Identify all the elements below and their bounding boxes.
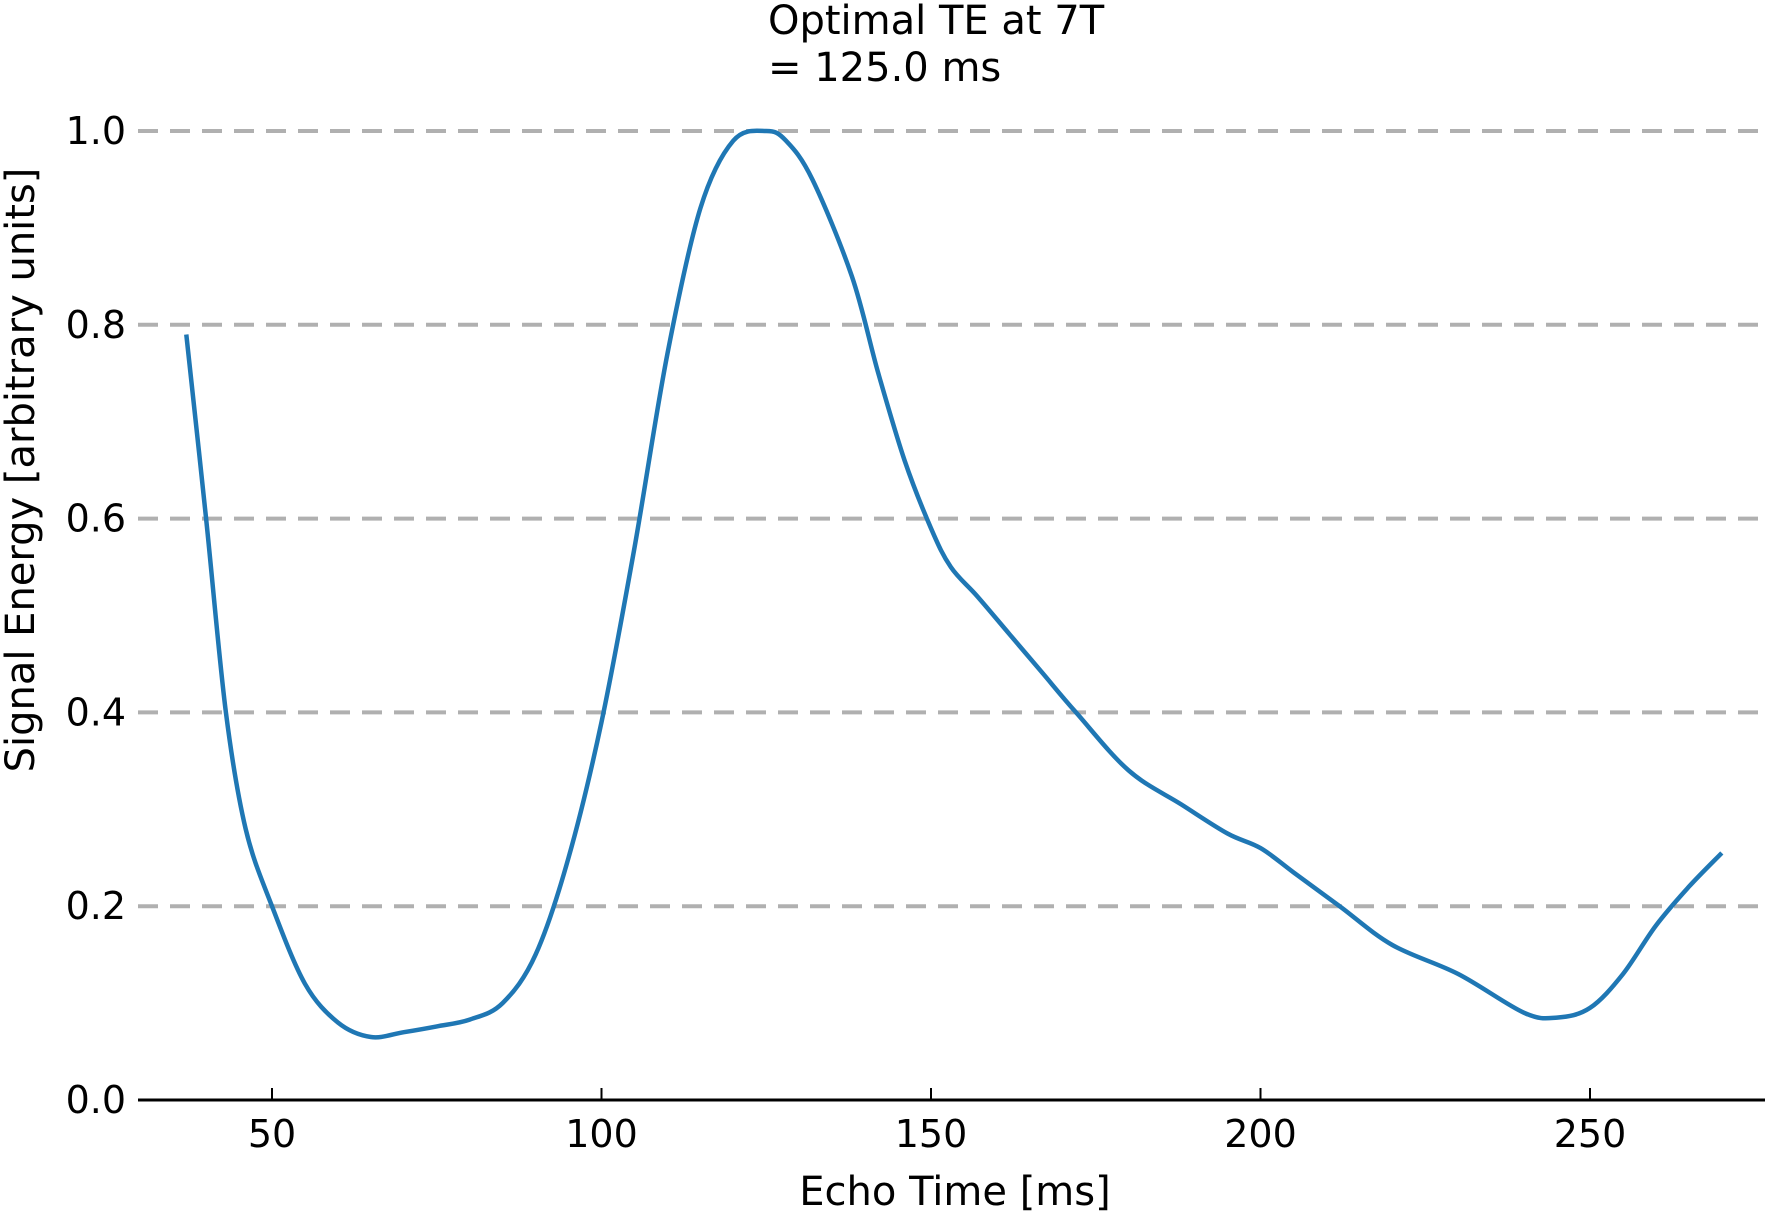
y-tick-label-0: 0.0: [66, 1078, 126, 1122]
y-tick-label-5: 1.0: [66, 109, 126, 153]
labels: Optimal TE at 7T = 125.0 ms Echo Time [ms…: [0, 0, 1111, 1211]
x-tick-label-4: 250: [1554, 1112, 1627, 1156]
axes: 50 100 150 200 250 0.0 0.2 0.4 0.6 0.8 1.0: [66, 109, 1765, 1156]
chart-title-line-1: Optimal TE at 7T: [768, 0, 1105, 44]
x-axis-label: Echo Time [ms]: [799, 1169, 1110, 1211]
grid-lines: [138, 129, 1765, 909]
y-tick-label-2: 0.4: [66, 690, 126, 734]
series-line-0: [184, 128, 1724, 1040]
x-tick-label-3: 200: [1224, 1112, 1297, 1156]
chart-title: Optimal TE at 7T = 125.0 ms: [768, 0, 1105, 91]
y-axis-label: Signal Energy [arbitrary units]: [0, 168, 44, 773]
chart-title-line-2: = 125.0 ms: [768, 45, 1001, 91]
x-tick-label-1: 100: [565, 1112, 638, 1156]
y-tick-label-1: 0.2: [66, 884, 126, 928]
x-tick-label-0: 50: [248, 1112, 296, 1156]
y-tick-label-4: 0.8: [66, 303, 126, 347]
series-layer: [184, 128, 1724, 1040]
y-tick-label-3: 0.6: [66, 497, 126, 541]
x-tick-label-2: 150: [895, 1112, 968, 1156]
